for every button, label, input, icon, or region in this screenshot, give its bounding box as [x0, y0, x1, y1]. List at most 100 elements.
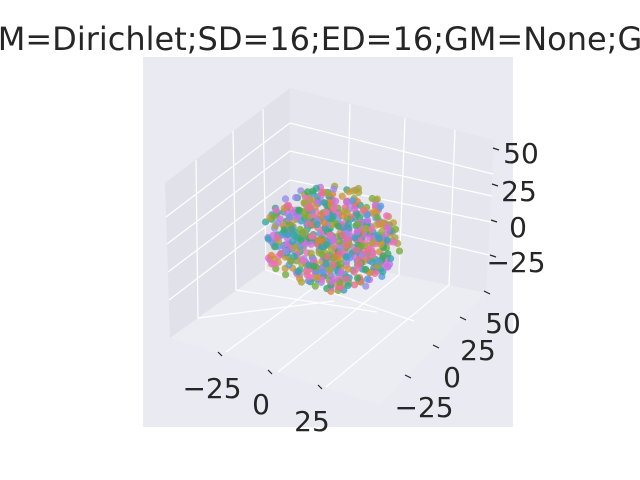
scatter-point [294, 268, 302, 276]
scatter-point [292, 193, 300, 202]
scatter-point [271, 243, 279, 251]
x-tick-label: 25 [294, 405, 330, 438]
pane-left [165, 88, 290, 338]
scatter-point [274, 219, 282, 227]
scatter-point [383, 212, 391, 220]
scatter-point [313, 220, 321, 229]
scatter-point [313, 274, 321, 282]
scatter-point [307, 196, 316, 204]
scatter-point [375, 258, 383, 266]
scatter-point [330, 185, 338, 193]
scatter-point [353, 246, 361, 254]
scatter-point [319, 268, 327, 276]
scatter-point [383, 236, 391, 244]
scatter-point [361, 265, 370, 273]
scatter-point [354, 184, 362, 193]
scatter-point [362, 282, 370, 290]
y-tick-label: 0 [443, 361, 461, 394]
scatter-point [324, 190, 332, 198]
scatter-point [344, 265, 352, 273]
scatter-point [344, 220, 353, 228]
scatter-point [322, 208, 331, 216]
z-tick-label: −25 [486, 246, 545, 279]
scatter-point [301, 199, 309, 207]
scatter-point [330, 261, 338, 269]
scatter-point [372, 221, 380, 229]
scatter-point [359, 207, 367, 215]
y-tick-mark [459, 316, 467, 321]
scatter-point [288, 237, 296, 246]
scatter-point [289, 230, 297, 239]
x-tick-label: 0 [252, 388, 270, 421]
z-grid-0 [167, 179, 492, 273]
scatter-point [342, 242, 350, 250]
scatter-point [395, 247, 404, 255]
scatter-point [354, 220, 362, 228]
scatter-point [345, 188, 353, 196]
scatter-point [364, 216, 372, 224]
scatter-point [270, 212, 278, 221]
scatter-point [368, 225, 376, 234]
scatter-point [283, 202, 291, 210]
scatter-point [331, 203, 339, 211]
scatter-point [379, 253, 387, 261]
scatter-point [353, 228, 361, 236]
scatter-point [378, 228, 386, 236]
scatter-point [351, 281, 359, 289]
scatter-point [328, 278, 336, 286]
scatter-point [340, 208, 348, 216]
z-tick-label: 25 [501, 175, 537, 208]
scatter-point [269, 231, 277, 239]
x-tick-mark [317, 384, 323, 390]
scatter-point [337, 268, 345, 277]
scatter-point [304, 188, 312, 196]
x-tick-mark [267, 369, 273, 375]
scatter-point [384, 225, 392, 233]
scatter-point [299, 256, 307, 264]
scatter-point [295, 206, 303, 214]
scatter-point [337, 260, 345, 268]
scatter-point [343, 198, 351, 206]
scatter-point [342, 275, 351, 283]
scatter-point [307, 249, 315, 257]
scatter-point [282, 247, 290, 255]
scatter-point [344, 281, 352, 290]
scatter-point [353, 274, 362, 282]
scatter-point [334, 222, 342, 230]
scatter-point [271, 259, 279, 268]
scatter-point [262, 218, 270, 226]
x-grid-b [232, 130, 378, 313]
scatter-point [282, 271, 290, 279]
scatter-point [349, 197, 357, 205]
scatter-point [305, 205, 313, 213]
y-tick-mark [404, 374, 412, 379]
scatter-point [287, 257, 295, 265]
scatter-point [366, 233, 374, 241]
scatter-point [351, 205, 359, 213]
z-grid-50 [165, 122, 494, 218]
z-tick-mark [489, 254, 497, 258]
z-grid-25 [166, 150, 493, 245]
scatter-point [318, 188, 326, 197]
scatter-point [362, 224, 370, 232]
scatter-point [342, 253, 350, 261]
scatter-point [309, 187, 317, 195]
scatter-point [298, 229, 306, 237]
scatter-point [284, 231, 292, 239]
scatter-point [293, 214, 301, 222]
z-tick-label: 0 [509, 211, 527, 244]
scatter-point [336, 249, 344, 258]
x-tick-label: −25 [182, 372, 241, 405]
scatter-point [361, 247, 369, 255]
scatter-point [378, 220, 386, 228]
x-grid-c [262, 108, 415, 322]
scatter-point [320, 219, 328, 227]
scatter-point [327, 245, 336, 253]
y-tick-label: 25 [460, 334, 496, 367]
y-tick-mark [432, 344, 440, 349]
scatter-point [335, 238, 343, 246]
scatter-point [320, 199, 328, 207]
chart-title: M=Dirichlet;SD=16;ED=16;GM=None;G [0, 20, 640, 58]
x-tick-mark [217, 351, 223, 357]
